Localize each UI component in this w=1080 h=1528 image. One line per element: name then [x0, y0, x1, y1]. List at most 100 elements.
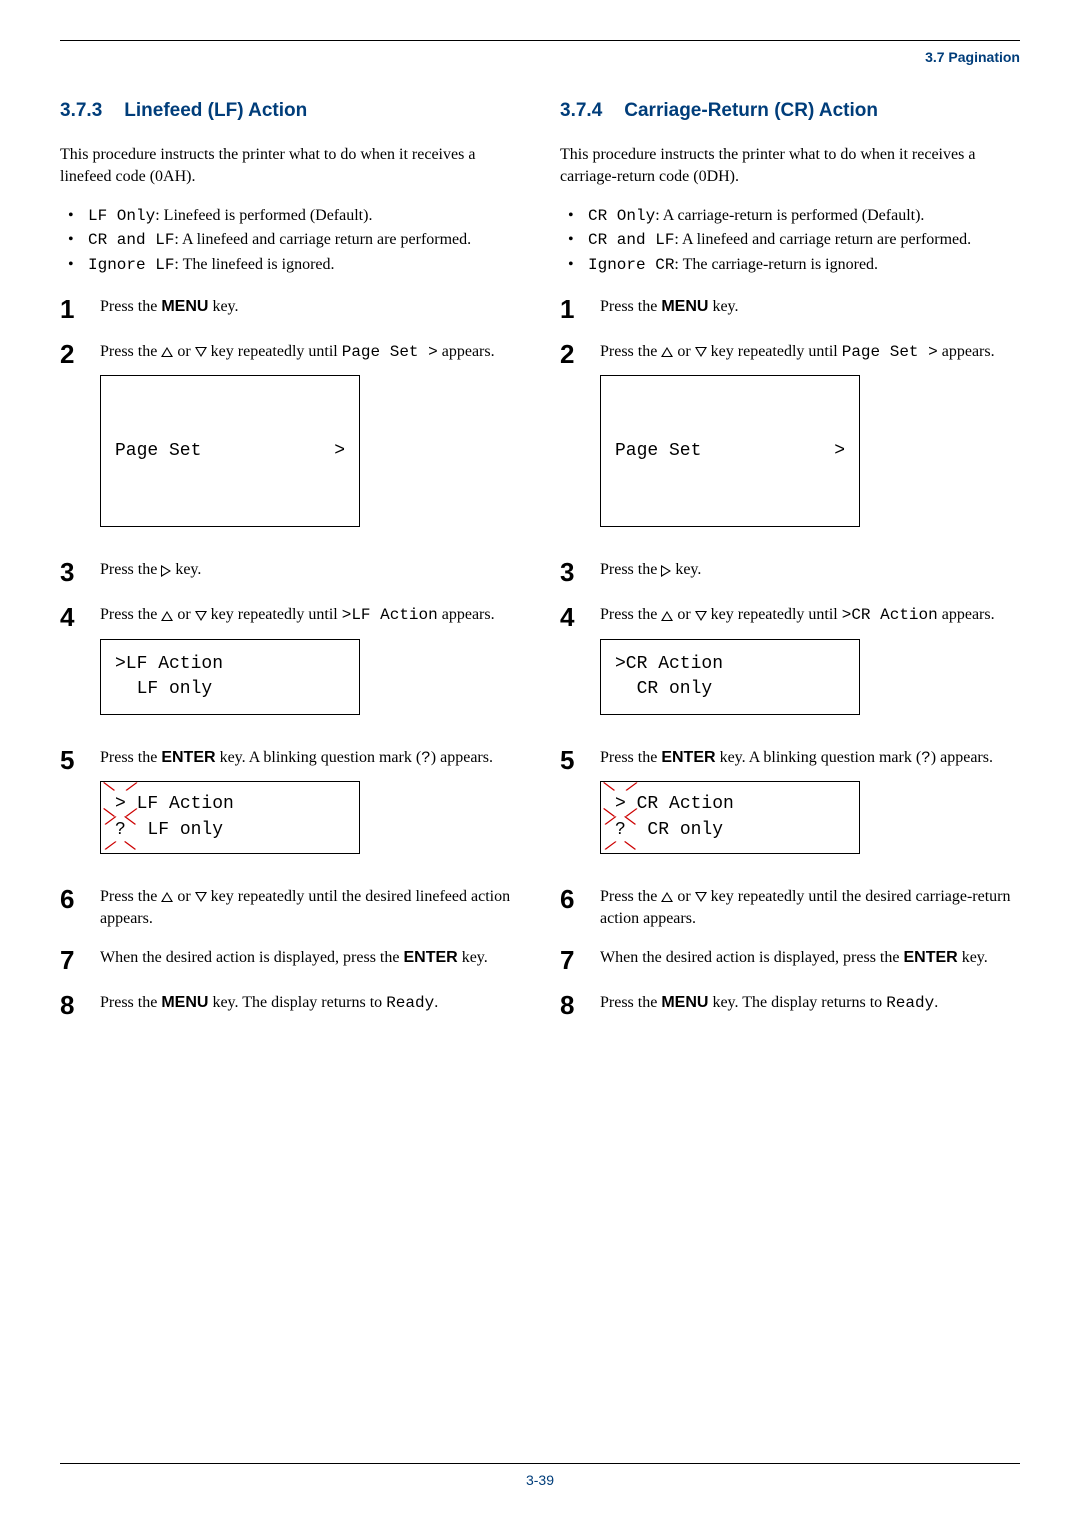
step-3: 3 Press the key.: [60, 557, 520, 588]
key-label: MENU: [661, 994, 708, 1011]
option-code: Ignore CR: [588, 256, 674, 274]
step-number: 5: [60, 745, 100, 776]
lcd-display: >LF Action LF only: [100, 639, 360, 715]
option-desc: : A linefeed and carriage return are per…: [674, 231, 971, 248]
step-number: 4: [560, 602, 600, 633]
option-item: Ignore CR: The carriage-return is ignore…: [560, 254, 1020, 276]
option-item: CR and LF: A linefeed and carriage retur…: [60, 229, 520, 251]
step-3: 3 Press the key.: [560, 557, 1020, 588]
step-number: 3: [560, 557, 600, 588]
option-item: Ignore LF: The linefeed is ignored.: [60, 254, 520, 276]
step-text: When the desired action is displayed, pr…: [100, 945, 520, 969]
up-arrow-icon: [661, 347, 673, 357]
option-list: LF Only: Linefeed is performed (Default)…: [60, 205, 520, 276]
section-title: Carriage-Return (CR) Action: [624, 100, 878, 121]
up-arrow-icon: [661, 892, 673, 902]
display-line1-left: Page Set: [615, 439, 701, 464]
step-8: 8 Press the MENU key. The display return…: [60, 990, 520, 1021]
step-number: 8: [560, 990, 600, 1021]
option-item: CR Only: A carriage-return is performed …: [560, 205, 1020, 227]
step-4: 4 Press the or key repeatedly until >CR …: [560, 602, 1020, 731]
right-column: 3.7.4Carriage-Return (CR) Action This pr…: [560, 100, 1020, 1035]
down-arrow-icon: [695, 347, 707, 357]
down-arrow-icon: [695, 611, 707, 621]
option-code: CR and LF: [588, 231, 674, 249]
key-label: MENU: [161, 994, 208, 1011]
option-list: CR Only: A carriage-return is performed …: [560, 205, 1020, 276]
key-label: ENTER: [903, 949, 957, 966]
option-code: LF Only: [88, 207, 155, 225]
option-desc: : A linefeed and carriage return are per…: [174, 231, 471, 248]
step-6: 6 Press the or key repeatedly until the …: [60, 884, 520, 931]
step-6: 6 Press the or key repeatedly until the …: [560, 884, 1020, 931]
step-text: Press the or key repeatedly until >CR Ac…: [600, 602, 1020, 731]
two-column-layout: 3.7.3 Linefeed (LF) Action This procedure…: [60, 100, 1020, 1035]
intro-text: This procedure instructs the printer wha…: [560, 144, 1020, 189]
up-arrow-icon: [161, 347, 173, 357]
display-line1-left: Page Set: [115, 439, 201, 464]
step-text: Press the key.: [600, 557, 1020, 581]
up-arrow-icon: [661, 611, 673, 621]
page-number: 3-39: [60, 1472, 1020, 1488]
left-column: 3.7.3 Linefeed (LF) Action This procedure…: [60, 100, 520, 1035]
step-text: Press the or key repeatedly until >LF Ac…: [100, 602, 520, 731]
section-heading-left: 3.7.3 Linefeed (LF) Action: [60, 100, 520, 122]
down-arrow-icon: [195, 892, 207, 902]
step-number: 2: [560, 339, 600, 370]
display-line1-right: >: [334, 439, 345, 464]
step-text: Press the MENU key. The display returns …: [100, 990, 520, 1014]
step-text: Press the MENU key. The display returns …: [600, 990, 1020, 1014]
step-number: 3: [60, 557, 100, 588]
top-divider: [60, 40, 1020, 41]
up-arrow-icon: [161, 611, 173, 621]
section-title: Linefeed (LF) Action: [124, 100, 307, 121]
lcd-display: >CR Action CR only: [600, 639, 860, 715]
step-text: Press the MENU key.: [600, 294, 1020, 318]
key-label: MENU: [161, 298, 208, 315]
page-footer: 3-39: [60, 1463, 1020, 1488]
option-desc: : A carriage-return is performed (Defaul…: [655, 207, 924, 224]
intro-text: This procedure instructs the printer wha…: [60, 144, 520, 189]
step-1: 1 Press the MENU key.: [560, 294, 1020, 325]
blink-indicator: \//\?: [615, 818, 626, 843]
step-number: 7: [560, 945, 600, 976]
header-section-path: 3.7 Pagination: [60, 49, 1020, 65]
down-arrow-icon: [195, 611, 207, 621]
section-heading-right: 3.7.4Carriage-Return (CR) Action: [560, 100, 1020, 122]
step-number: 8: [60, 990, 100, 1021]
step-number: 5: [560, 745, 600, 776]
step-8: 8 Press the MENU key. The display return…: [560, 990, 1020, 1021]
step-text: Press the ENTER key. A blinking question…: [600, 745, 1020, 870]
option-item: CR and LF: A linefeed and carriage retur…: [560, 229, 1020, 251]
step-text: Press the or key repeatedly until the de…: [100, 884, 520, 931]
down-arrow-icon: [695, 892, 707, 902]
right-arrow-icon: [161, 565, 171, 577]
step-7: 7 When the desired action is displayed, …: [60, 945, 520, 976]
key-label: ENTER: [403, 949, 457, 966]
step-number: 1: [60, 294, 100, 325]
key-label: ENTER: [161, 749, 215, 766]
lcd-display-blinking: \//\> LF Action \//\? LF only: [100, 781, 360, 853]
step-text: Press the or key repeatedly until Page S…: [100, 339, 520, 543]
option-code: Ignore LF: [88, 256, 174, 274]
step-number: 1: [560, 294, 600, 325]
step-2: 2 Press the or key repeatedly until Page…: [560, 339, 1020, 543]
step-number: 7: [60, 945, 100, 976]
display-line2: CR only: [615, 679, 712, 699]
key-label: ENTER: [661, 749, 715, 766]
step-4: 4 Press the or key repeatedly until >LF …: [60, 602, 520, 731]
step-1: 1 Press the MENU key.: [60, 294, 520, 325]
display-line1-right: >: [834, 439, 845, 464]
step-number: 4: [60, 602, 100, 633]
step-text: Press the or key repeatedly until Page S…: [600, 339, 1020, 543]
option-code: CR and LF: [88, 231, 174, 249]
up-arrow-icon: [161, 892, 173, 902]
option-desc: : The linefeed is ignored.: [174, 256, 334, 273]
key-label: MENU: [661, 298, 708, 315]
right-arrow-icon: [661, 565, 671, 577]
step-5: 5 Press the ENTER key. A blinking questi…: [560, 745, 1020, 870]
section-number: 3.7.3: [60, 100, 102, 121]
step-5: 5 Press the ENTER key. A blinking questi…: [60, 745, 520, 870]
option-item: LF Only: Linefeed is performed (Default)…: [60, 205, 520, 227]
down-arrow-icon: [195, 347, 207, 357]
